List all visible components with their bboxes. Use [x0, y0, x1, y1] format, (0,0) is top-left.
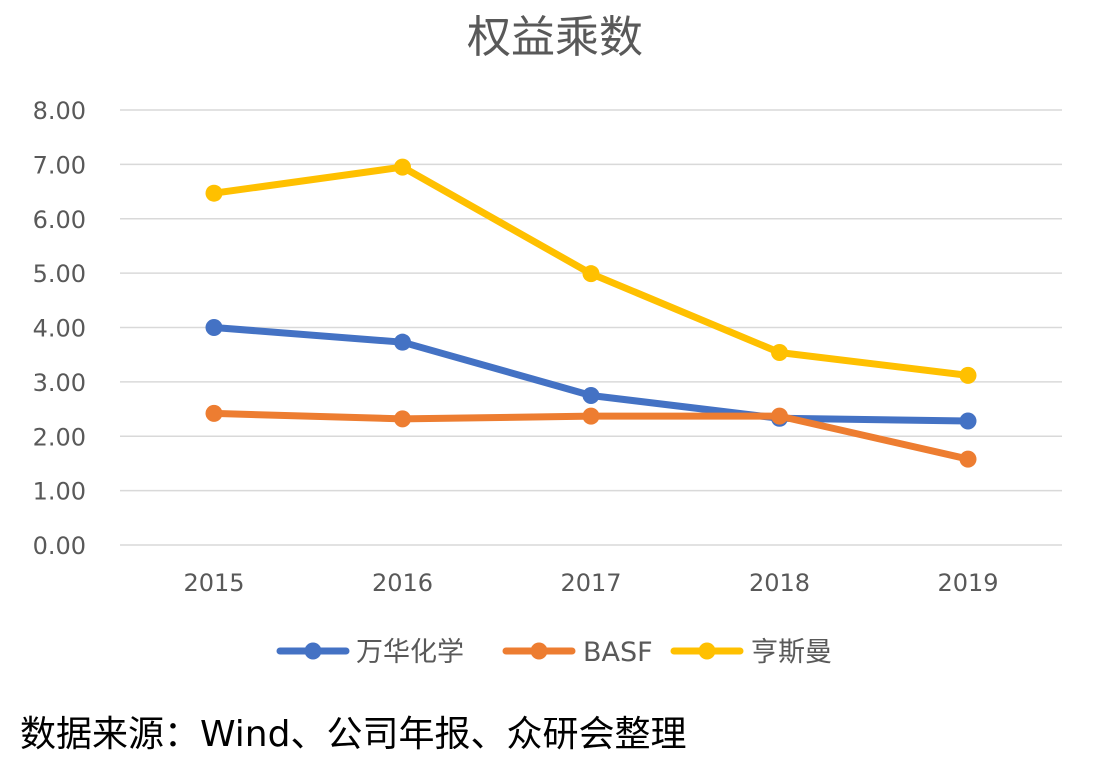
- x-axis-tick-labels: 2015 2016 2017 2018 2019: [183, 569, 998, 597]
- y-tick-label: 5.00: [33, 260, 86, 288]
- series-1: [205, 404, 977, 468]
- series-0: [205, 319, 977, 430]
- y-tick-label: 6.00: [33, 206, 86, 234]
- x-tick-label: 2018: [749, 569, 810, 597]
- legend-item: BASF: [502, 637, 653, 668]
- legend-swatch-marker: [304, 642, 322, 660]
- y-tick-label: 1.00: [33, 478, 86, 506]
- data-point: [582, 265, 600, 283]
- legend-item: 亨斯曼: [670, 637, 832, 668]
- data-point: [959, 366, 977, 384]
- legend-swatch-marker: [530, 642, 548, 660]
- data-point: [959, 412, 977, 430]
- y-axis-tick-labels: 0.00 1.00 2.00 3.00 4.00 5.00 6.00 7.00 8.00: [33, 97, 86, 560]
- legend-swatch-marker: [698, 642, 716, 660]
- x-tick-label: 2019: [937, 569, 998, 597]
- legend: 万华化学 BASF 亨斯曼: [276, 637, 832, 668]
- data-point: [771, 407, 788, 425]
- legend-label: 亨斯曼: [751, 637, 832, 668]
- y-tick-label: 4.00: [33, 315, 86, 343]
- data-point: [771, 344, 788, 362]
- gridlines: [120, 109, 1062, 546]
- chart-title: 权益乘数: [467, 12, 643, 63]
- y-tick-label: 7.00: [33, 151, 86, 179]
- data-point: [394, 333, 411, 351]
- x-tick-label: 2017: [560, 569, 621, 597]
- data-point: [582, 386, 600, 404]
- legend-label: 万华化学: [356, 637, 464, 668]
- y-tick-label: 2.00: [33, 423, 86, 451]
- data-point: [582, 407, 600, 425]
- data-point: [205, 184, 223, 202]
- y-tick-label: 0.00: [33, 532, 86, 560]
- data-point: [959, 450, 977, 468]
- data-point: [394, 410, 411, 428]
- data-point: [394, 158, 411, 176]
- data-point: [205, 404, 223, 422]
- series-line: [210, 324, 972, 425]
- x-tick-label: 2016: [372, 569, 433, 597]
- series-2: [205, 158, 977, 384]
- legend-item: 万华化学: [276, 637, 464, 668]
- y-tick-label: 8.00: [33, 97, 86, 125]
- source-note: 数据来源：Wind、公司年报、众研会整理: [20, 714, 687, 755]
- line-chart: 权益乘数 0.00 1.00 2.00 3.00 4.00 5.00 6.00 7.00 8.0…: [33, 12, 1062, 668]
- legend-label: BASF: [583, 637, 653, 668]
- data-point: [205, 319, 223, 336]
- y-tick-label: 3.00: [33, 369, 86, 397]
- series-lines: [205, 158, 977, 468]
- x-tick-label: 2015: [183, 569, 244, 597]
